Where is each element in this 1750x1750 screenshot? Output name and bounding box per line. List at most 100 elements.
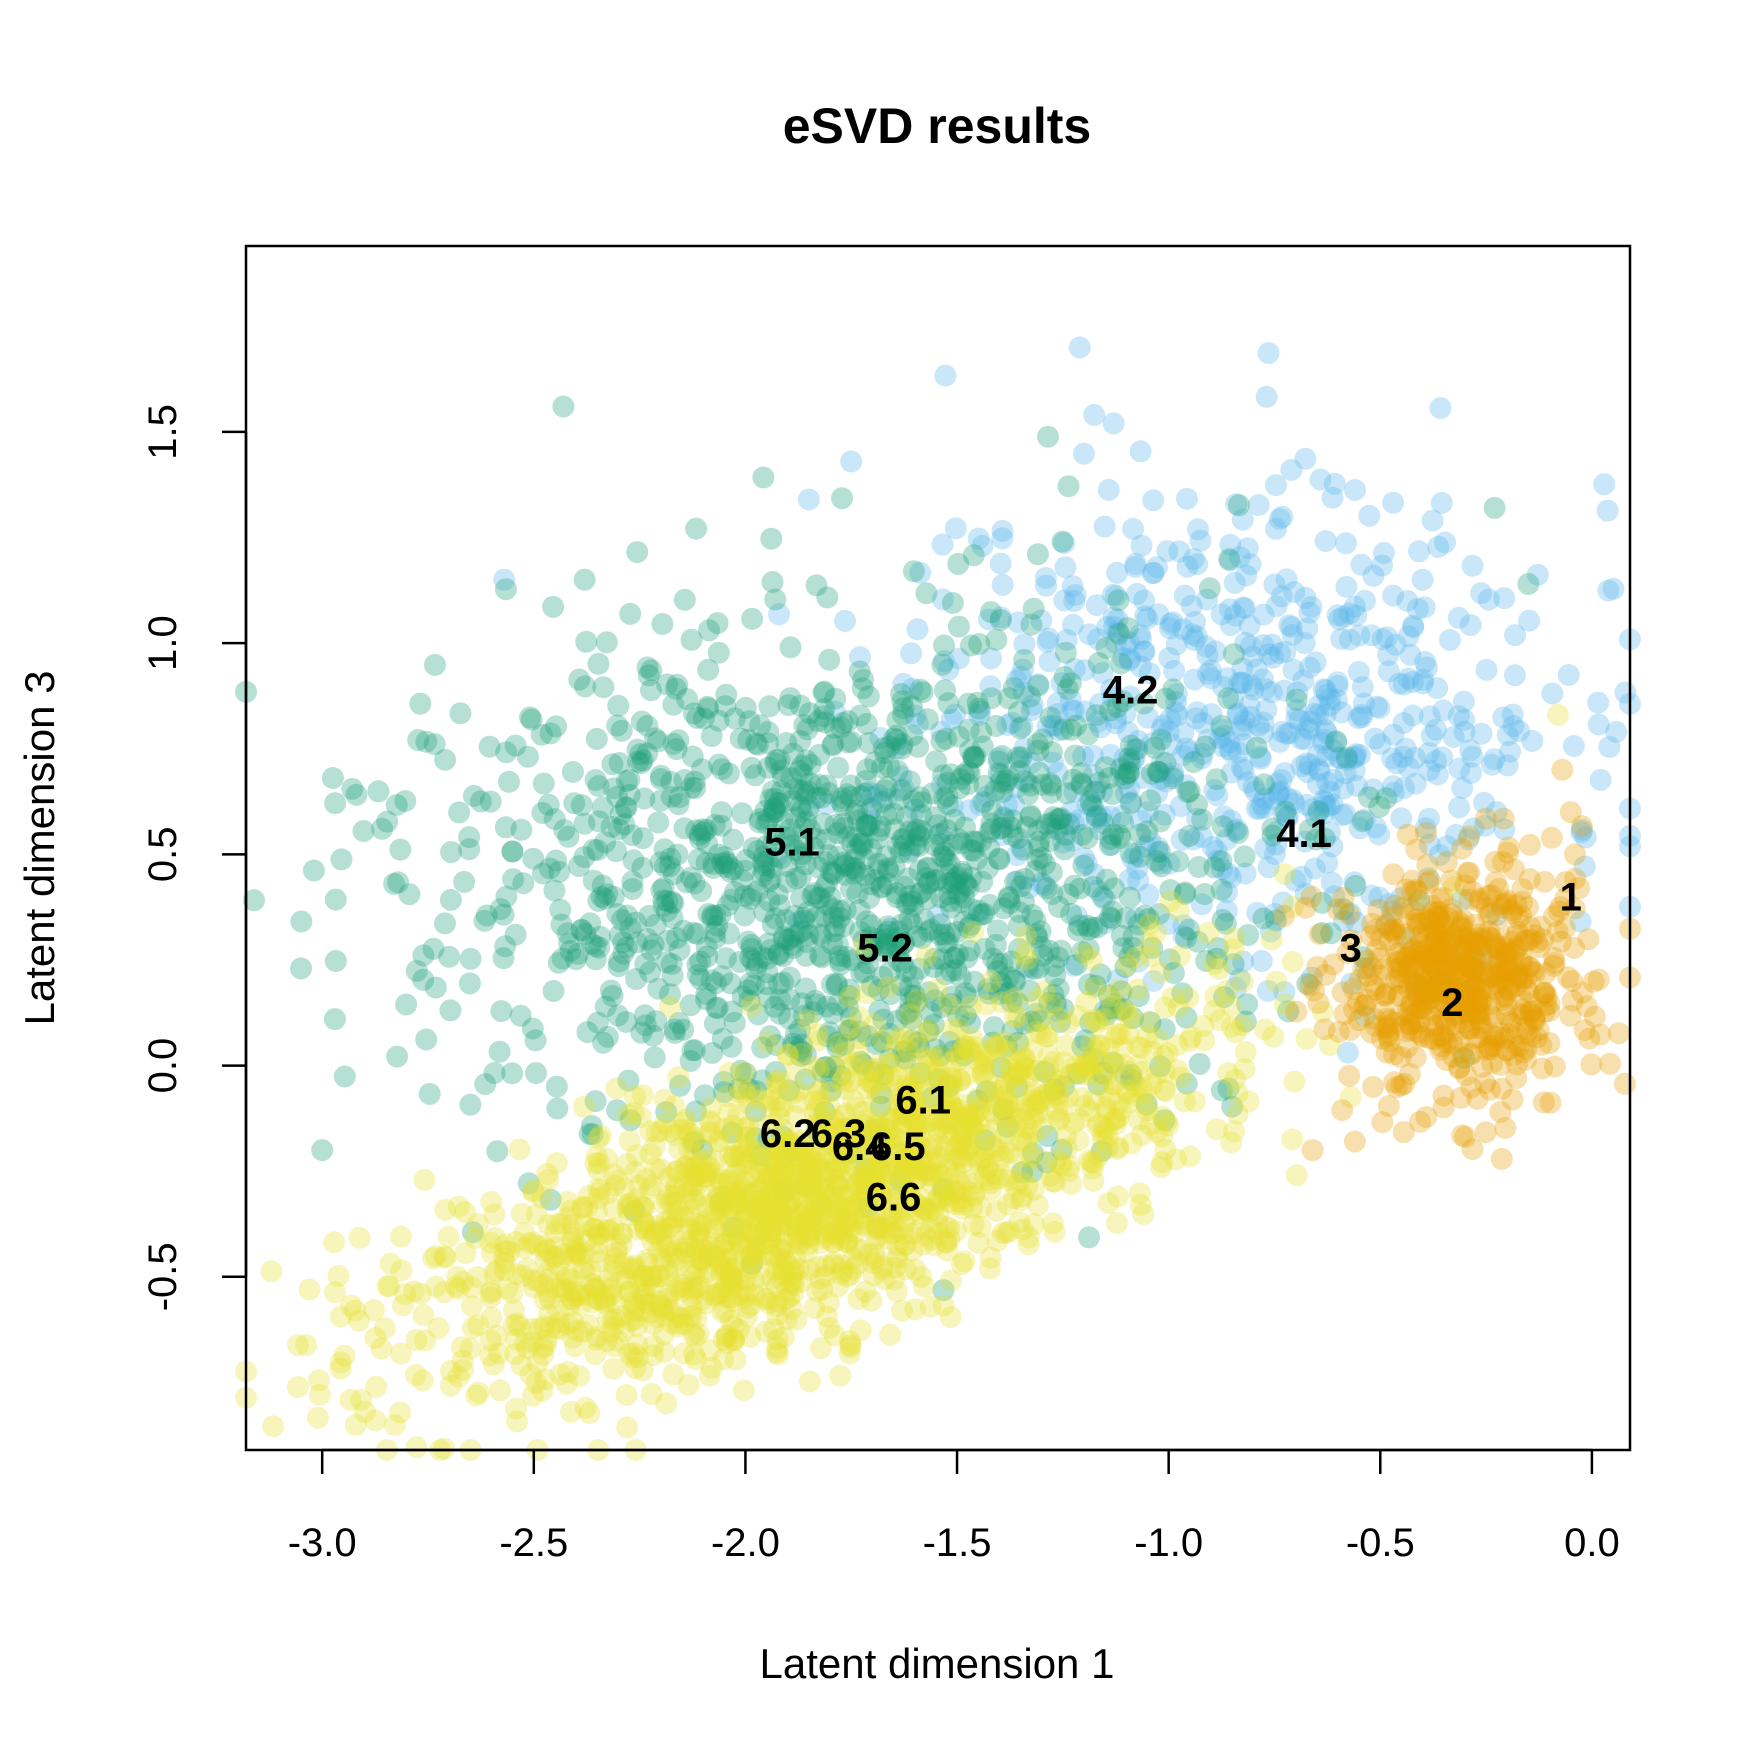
- data-point: [262, 1415, 285, 1438]
- data-point: [1117, 761, 1140, 784]
- data-point: [1163, 659, 1186, 682]
- data-point: [946, 866, 969, 889]
- data-point: [1333, 910, 1356, 933]
- data-point: [1381, 775, 1404, 798]
- data-point: [947, 647, 970, 670]
- data-point: [1118, 945, 1141, 968]
- data-point: [1495, 893, 1518, 916]
- data-point: [1183, 668, 1206, 691]
- data-point: [480, 1190, 503, 1213]
- data-point: [693, 1084, 716, 1107]
- data-point: [562, 1280, 585, 1303]
- data-point: [1035, 813, 1058, 836]
- data-point: [1007, 1031, 1029, 1054]
- data-point: [1106, 608, 1129, 631]
- data-point: [991, 573, 1014, 596]
- data-point: [1394, 926, 1417, 949]
- data-point: [893, 834, 916, 857]
- data-point: [1353, 1005, 1376, 1027]
- data-point: [1162, 961, 1185, 984]
- data-point: [1211, 857, 1233, 880]
- data-point: [1306, 955, 1329, 978]
- data-point: [816, 1025, 839, 1048]
- data-point: [1226, 704, 1249, 726]
- data-point: [371, 817, 394, 840]
- data-point: [1016, 771, 1039, 794]
- data-point: [602, 777, 625, 800]
- data-point: [759, 788, 782, 811]
- data-point: [1145, 850, 1168, 872]
- data-point: [1448, 757, 1471, 780]
- data-point: [1224, 1068, 1247, 1091]
- data-point: [1027, 673, 1050, 696]
- data-point: [1493, 587, 1516, 610]
- cluster-label: 6.5: [870, 1125, 926, 1169]
- data-point: [1430, 491, 1453, 514]
- data-point: [390, 1225, 412, 1248]
- data-point: [1059, 688, 1082, 711]
- data-point: [1319, 687, 1341, 710]
- data-point: [923, 834, 946, 856]
- data-point: [1117, 761, 1140, 784]
- data-point: [1059, 672, 1082, 695]
- data-point: [1233, 709, 1256, 732]
- data-point: [892, 672, 915, 695]
- data-point: [1127, 950, 1150, 973]
- data-point: [573, 812, 596, 835]
- data-point: [840, 785, 862, 808]
- data-point: [418, 1082, 441, 1105]
- data-point: [680, 776, 703, 799]
- data-point: [1261, 788, 1284, 811]
- data-point: [538, 1267, 560, 1290]
- data-point: [934, 364, 957, 387]
- data-point: [904, 704, 927, 727]
- data-point: [1517, 573, 1540, 595]
- data-point: [1180, 594, 1203, 617]
- data-point: [640, 679, 662, 702]
- data-point: [1350, 553, 1373, 576]
- data-point: [1268, 642, 1291, 665]
- data-point: [758, 1089, 781, 1112]
- data-point: [632, 1211, 655, 1234]
- data-point: [706, 996, 729, 1019]
- data-point: [818, 1021, 841, 1044]
- data-point: [984, 779, 1007, 802]
- data-point: [1097, 984, 1120, 1007]
- data-point: [1540, 826, 1563, 849]
- data-point: [661, 964, 684, 987]
- data-point: [1050, 939, 1073, 962]
- data-point: [568, 855, 591, 878]
- data-point: [985, 714, 1008, 737]
- data-point: [1458, 861, 1481, 884]
- data-point: [1183, 628, 1206, 651]
- data-point: [777, 694, 800, 717]
- data-point: [608, 752, 631, 774]
- data-point: [1046, 762, 1069, 784]
- data-point: [1427, 535, 1450, 558]
- data-point: [1333, 1002, 1356, 1025]
- data-point: [562, 1227, 585, 1250]
- data-point: [1429, 397, 1452, 420]
- data-point: [930, 886, 952, 909]
- data-point: [1097, 478, 1120, 501]
- data-point: [1320, 922, 1342, 945]
- data-point: [1392, 745, 1414, 768]
- data-point: [1352, 946, 1375, 969]
- data-point: [1141, 562, 1164, 585]
- data-point: [944, 703, 967, 726]
- data-point: [591, 874, 614, 897]
- data-point: [615, 770, 638, 792]
- data-point: [1027, 1010, 1050, 1033]
- data-point: [1063, 699, 1085, 722]
- data-point: [962, 544, 985, 567]
- data-point: [978, 837, 1001, 859]
- data-point: [941, 870, 964, 893]
- data-point: [1089, 716, 1112, 739]
- data-point: [784, 806, 807, 829]
- data-point: [1012, 681, 1035, 704]
- data-point: [1290, 865, 1313, 888]
- data-point: [1013, 737, 1036, 760]
- data-point: [1154, 687, 1177, 710]
- data-point: [1393, 777, 1415, 799]
- data-point: [1602, 577, 1625, 600]
